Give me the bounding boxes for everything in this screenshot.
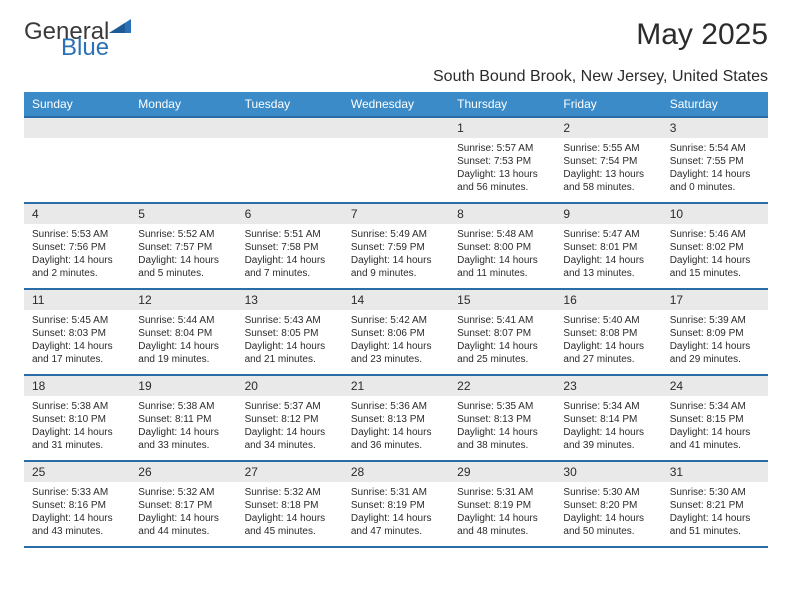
day-number: 11	[24, 290, 130, 310]
day-detail: Sunrise: 5:49 AMSunset: 7:59 PMDaylight:…	[343, 224, 449, 288]
day-detail: Sunrise: 5:33 AMSunset: 8:16 PMDaylight:…	[24, 482, 130, 546]
day-number: 10	[662, 204, 768, 224]
day-detail: Sunrise: 5:51 AMSunset: 7:58 PMDaylight:…	[237, 224, 343, 288]
day-detail: Sunrise: 5:57 AMSunset: 7:53 PMDaylight:…	[449, 138, 555, 202]
day-number: 14	[343, 290, 449, 310]
week-daynum-row: 18192021222324	[24, 374, 768, 396]
day-detail	[24, 138, 130, 202]
logo-text-2: Blue	[61, 34, 109, 62]
day-detail: Sunrise: 5:32 AMSunset: 8:18 PMDaylight:…	[237, 482, 343, 546]
day-number: 28	[343, 462, 449, 482]
calendar: SundayMondayTuesdayWednesdayThursdayFrid…	[24, 92, 768, 548]
day-detail: Sunrise: 5:34 AMSunset: 8:15 PMDaylight:…	[662, 396, 768, 460]
weekday-label: Saturday	[662, 92, 768, 116]
day-detail: Sunrise: 5:46 AMSunset: 8:02 PMDaylight:…	[662, 224, 768, 288]
day-number: 2	[555, 118, 661, 138]
week-daynum-row: 25262728293031	[24, 460, 768, 482]
day-detail: Sunrise: 5:40 AMSunset: 8:08 PMDaylight:…	[555, 310, 661, 374]
weekday-label: Thursday	[449, 92, 555, 116]
day-detail: Sunrise: 5:37 AMSunset: 8:12 PMDaylight:…	[237, 396, 343, 460]
day-detail	[130, 138, 236, 202]
weekday-label: Sunday	[24, 92, 130, 116]
day-number	[237, 118, 343, 138]
day-number: 3	[662, 118, 768, 138]
day-number: 25	[24, 462, 130, 482]
day-number: 30	[555, 462, 661, 482]
week-detail-row: Sunrise: 5:53 AMSunset: 7:56 PMDaylight:…	[24, 224, 768, 288]
week-detail-row: Sunrise: 5:38 AMSunset: 8:10 PMDaylight:…	[24, 396, 768, 460]
day-number: 6	[237, 204, 343, 224]
day-number: 8	[449, 204, 555, 224]
day-detail: Sunrise: 5:32 AMSunset: 8:17 PMDaylight:…	[130, 482, 236, 546]
day-detail: Sunrise: 5:34 AMSunset: 8:14 PMDaylight:…	[555, 396, 661, 460]
day-detail: Sunrise: 5:54 AMSunset: 7:55 PMDaylight:…	[662, 138, 768, 202]
day-detail: Sunrise: 5:30 AMSunset: 8:21 PMDaylight:…	[662, 482, 768, 546]
day-detail: Sunrise: 5:31 AMSunset: 8:19 PMDaylight:…	[343, 482, 449, 546]
day-detail	[343, 138, 449, 202]
day-number	[130, 118, 236, 138]
day-number: 5	[130, 204, 236, 224]
day-detail: Sunrise: 5:42 AMSunset: 8:06 PMDaylight:…	[343, 310, 449, 374]
day-detail: Sunrise: 5:41 AMSunset: 8:07 PMDaylight:…	[449, 310, 555, 374]
weekday-label: Wednesday	[343, 92, 449, 116]
day-number: 13	[237, 290, 343, 310]
weekday-label: Monday	[130, 92, 236, 116]
day-number: 21	[343, 376, 449, 396]
day-detail: Sunrise: 5:53 AMSunset: 7:56 PMDaylight:…	[24, 224, 130, 288]
day-number: 27	[237, 462, 343, 482]
day-detail: Sunrise: 5:47 AMSunset: 8:01 PMDaylight:…	[555, 224, 661, 288]
calendar-body: 123Sunrise: 5:57 AMSunset: 7:53 PMDaylig…	[24, 116, 768, 548]
logo-triangle-icon	[109, 17, 131, 38]
day-number: 12	[130, 290, 236, 310]
day-detail: Sunrise: 5:30 AMSunset: 8:20 PMDaylight:…	[555, 482, 661, 546]
week-detail-row: Sunrise: 5:33 AMSunset: 8:16 PMDaylight:…	[24, 482, 768, 546]
day-number: 7	[343, 204, 449, 224]
day-detail: Sunrise: 5:36 AMSunset: 8:13 PMDaylight:…	[343, 396, 449, 460]
day-number	[24, 118, 130, 138]
day-detail: Sunrise: 5:45 AMSunset: 8:03 PMDaylight:…	[24, 310, 130, 374]
day-number: 4	[24, 204, 130, 224]
location-text: South Bound Brook, New Jersey, United St…	[24, 68, 768, 86]
day-detail	[237, 138, 343, 202]
day-detail: Sunrise: 5:44 AMSunset: 8:04 PMDaylight:…	[130, 310, 236, 374]
week-detail-row: Sunrise: 5:45 AMSunset: 8:03 PMDaylight:…	[24, 310, 768, 374]
day-number: 23	[555, 376, 661, 396]
day-number: 16	[555, 290, 661, 310]
day-number: 29	[449, 462, 555, 482]
day-number: 18	[24, 376, 130, 396]
day-detail: Sunrise: 5:55 AMSunset: 7:54 PMDaylight:…	[555, 138, 661, 202]
weekday-label: Tuesday	[237, 92, 343, 116]
day-number: 17	[662, 290, 768, 310]
day-detail: Sunrise: 5:43 AMSunset: 8:05 PMDaylight:…	[237, 310, 343, 374]
day-number: 20	[237, 376, 343, 396]
day-number: 31	[662, 462, 768, 482]
day-number: 26	[130, 462, 236, 482]
day-number: 9	[555, 204, 661, 224]
day-detail: Sunrise: 5:35 AMSunset: 8:13 PMDaylight:…	[449, 396, 555, 460]
day-detail: Sunrise: 5:52 AMSunset: 7:57 PMDaylight:…	[130, 224, 236, 288]
day-number: 24	[662, 376, 768, 396]
week-detail-row: Sunrise: 5:57 AMSunset: 7:53 PMDaylight:…	[24, 138, 768, 202]
day-number	[343, 118, 449, 138]
header-right: May 2025	[636, 18, 768, 52]
day-number: 15	[449, 290, 555, 310]
day-detail: Sunrise: 5:38 AMSunset: 8:11 PMDaylight:…	[130, 396, 236, 460]
week-daynum-row: 123	[24, 116, 768, 138]
week-daynum-row: 45678910	[24, 202, 768, 224]
day-detail: Sunrise: 5:31 AMSunset: 8:19 PMDaylight:…	[449, 482, 555, 546]
week-daynum-row: 11121314151617	[24, 288, 768, 310]
day-detail: Sunrise: 5:48 AMSunset: 8:00 PMDaylight:…	[449, 224, 555, 288]
day-number: 19	[130, 376, 236, 396]
day-number: 1	[449, 118, 555, 138]
weekday-header: SundayMondayTuesdayWednesdayThursdayFrid…	[24, 92, 768, 116]
month-title: May 2025	[636, 18, 768, 52]
day-number: 22	[449, 376, 555, 396]
weekday-label: Friday	[555, 92, 661, 116]
day-detail: Sunrise: 5:39 AMSunset: 8:09 PMDaylight:…	[662, 310, 768, 374]
day-detail: Sunrise: 5:38 AMSunset: 8:10 PMDaylight:…	[24, 396, 130, 460]
